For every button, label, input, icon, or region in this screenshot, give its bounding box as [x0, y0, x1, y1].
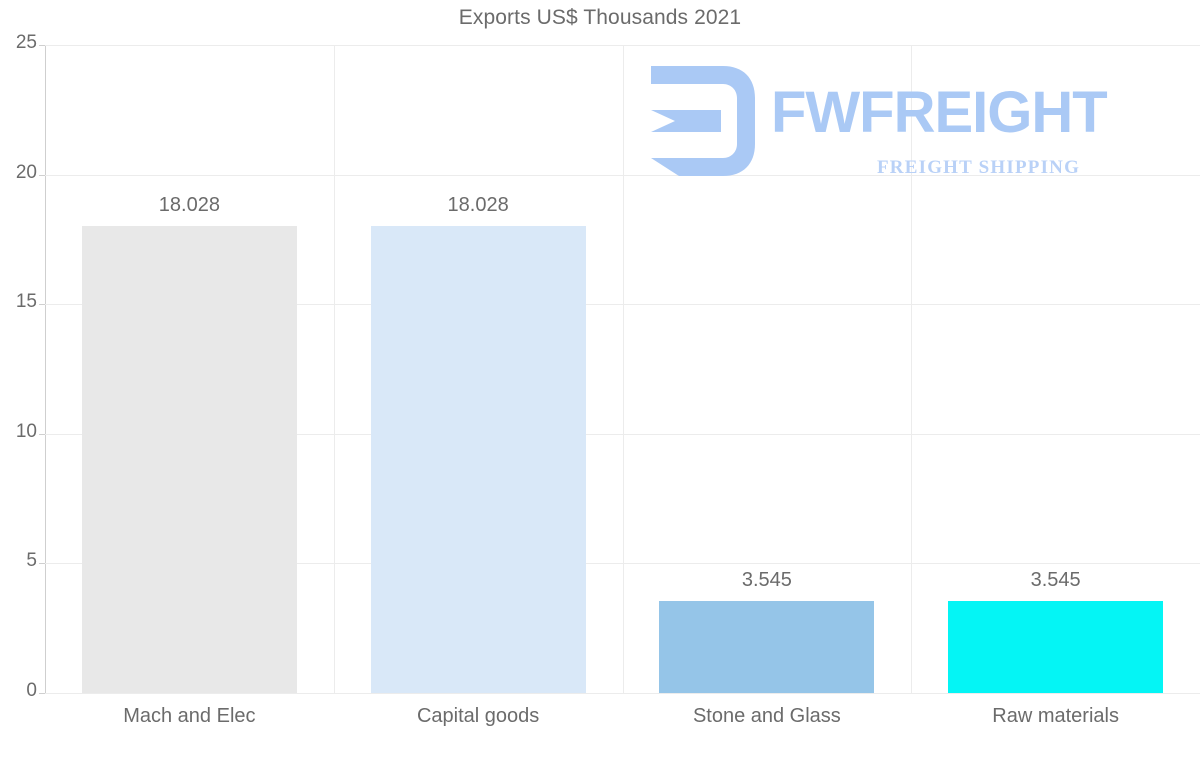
bar-value-label: 3.545 [741, 569, 792, 592]
bar[interactable] [659, 601, 875, 693]
y-axis-tick-mark [39, 563, 45, 565]
y-axis-tick-label: 10 [15, 420, 37, 442]
bar-value-label: 18.028 [158, 193, 220, 216]
plot-area [45, 45, 1200, 694]
gridline-horizontal [45, 433, 1200, 435]
gridline-horizontal [45, 45, 1200, 46]
y-axis-tick-label: 15 [15, 291, 37, 313]
bar[interactable] [948, 601, 1164, 693]
gridline-horizontal [45, 174, 1200, 176]
bar-value-label: 18.028 [447, 193, 509, 216]
x-axis-category-label: Stone and Glass [692, 705, 841, 727]
y-axis-tick-mark [39, 45, 45, 46]
gridline-vertical [334, 45, 335, 693]
y-axis-tick-label: 25 [15, 32, 37, 53]
y-axis-tick-mark [39, 304, 45, 306]
y-axis-tick-mark [39, 433, 45, 435]
gridline-vertical [911, 45, 912, 693]
y-axis-line [45, 45, 46, 694]
gridline-vertical [623, 45, 624, 693]
y-axis-tick-label: 20 [15, 161, 37, 183]
gridline-horizontal [45, 304, 1200, 306]
gridline-horizontal [45, 693, 1200, 694]
y-axis-tick-mark [39, 174, 45, 176]
bar-value-label: 3.545 [1030, 569, 1081, 592]
y-axis-tick-mark [39, 693, 45, 694]
bar[interactable] [81, 225, 297, 693]
x-axis-category-label: Raw materials [992, 705, 1119, 727]
chart-title: Exports US$ Thousands 2021 [458, 6, 742, 29]
x-axis-category-label: Mach and Elec [123, 705, 256, 727]
y-axis-tick-label: 0 [26, 680, 37, 701]
x-axis-category-label: Capital goods [416, 705, 540, 727]
gridline-horizontal [45, 563, 1200, 565]
y-axis-tick-label: 5 [26, 550, 37, 572]
bar[interactable] [370, 225, 586, 693]
